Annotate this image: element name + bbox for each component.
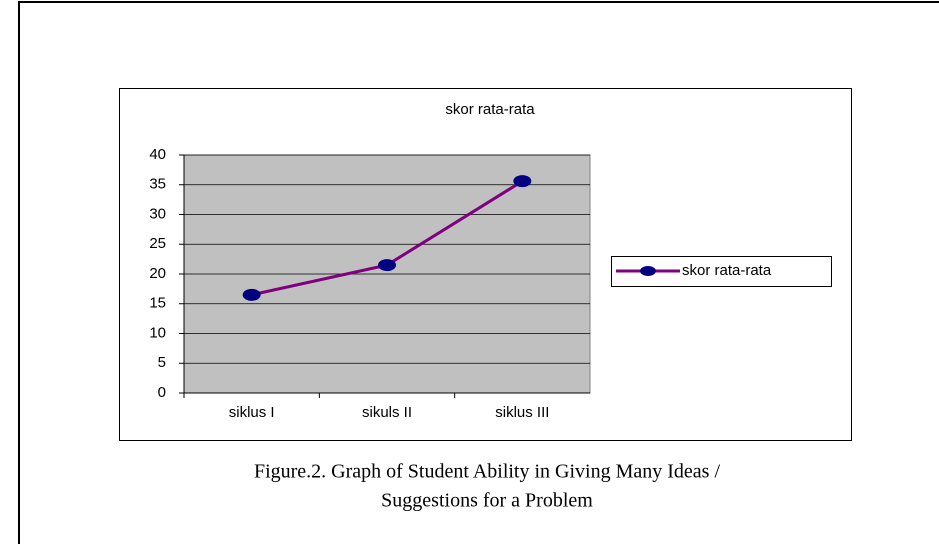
y-tick-label: 0 xyxy=(158,384,166,401)
chart-title: skor rata-rata xyxy=(445,101,535,118)
legend-marker xyxy=(640,266,656,276)
y-tick-label: 10 xyxy=(149,324,166,341)
x-tick-label: siklus I xyxy=(229,404,275,421)
y-tick-label: 5 xyxy=(158,354,166,371)
y-tick-label: 30 xyxy=(149,205,166,222)
y-tick-label: 15 xyxy=(149,295,166,312)
figure-border xyxy=(18,1,939,544)
point xyxy=(513,175,532,188)
y-tick-label: 35 xyxy=(149,176,166,193)
point xyxy=(378,259,396,272)
point xyxy=(242,288,261,301)
y-tick-label: 25 xyxy=(149,235,166,252)
x-tick-label: sikuls II xyxy=(362,404,412,421)
caption-line: Figure.2. Graph of Student Ability in Gi… xyxy=(254,461,721,483)
legend-label: skor rata-rata xyxy=(682,262,772,279)
y-tick-label: 20 xyxy=(149,265,166,282)
caption-line: Suggestions for a Problem xyxy=(381,490,593,512)
x-tick-label: siklus III xyxy=(495,404,549,421)
y-tick-label: 40 xyxy=(149,146,166,163)
